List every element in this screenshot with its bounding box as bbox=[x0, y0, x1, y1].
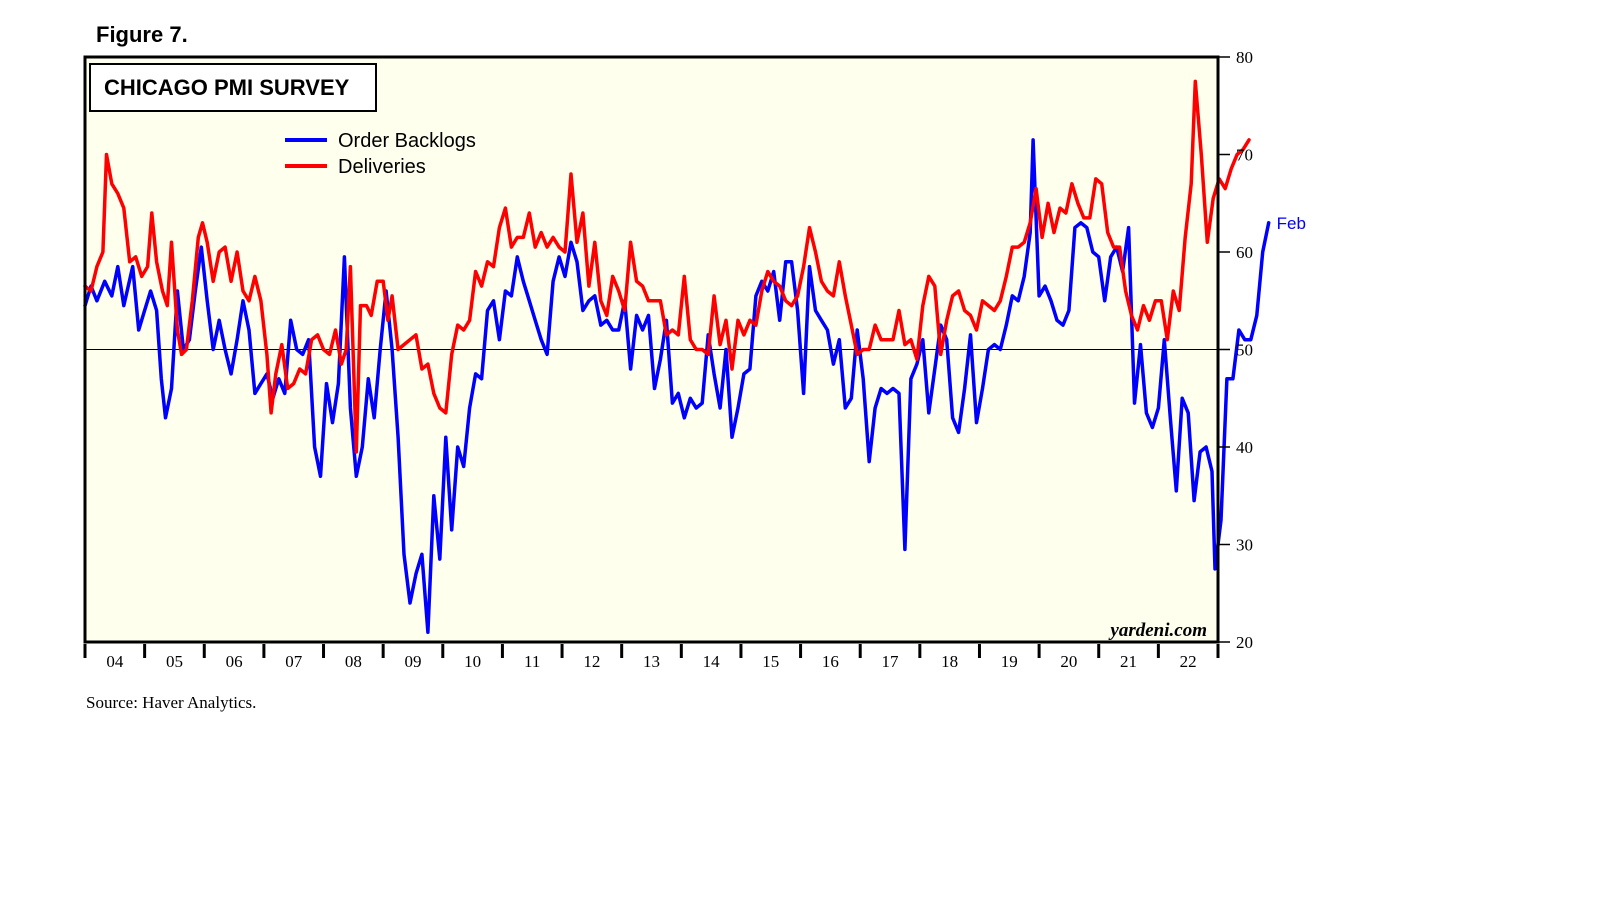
legend: Order Backlogs Deliveries bbox=[285, 130, 476, 178]
figure-label: Figure 7. bbox=[96, 22, 188, 47]
chart-title-box: CHICAGO PMI SURVEY bbox=[89, 63, 377, 112]
x-tick-label: 05 bbox=[166, 652, 183, 671]
x-tick-label: 19 bbox=[1001, 652, 1018, 671]
series-line-deliveries bbox=[83, 79, 1251, 454]
legend-label-deliveries: Deliveries bbox=[338, 156, 426, 178]
y-tick-label: 70 bbox=[1236, 146, 1253, 165]
x-tick-label: 09 bbox=[404, 652, 421, 671]
y-tick-label: 40 bbox=[1236, 438, 1253, 457]
x-tick-label: 10 bbox=[464, 652, 481, 671]
y-tick-label: 30 bbox=[1236, 536, 1253, 555]
end-label-feb: Feb bbox=[1277, 214, 1306, 233]
source-note: Source: Haver Analytics. bbox=[86, 693, 256, 712]
x-tick-label: 07 bbox=[285, 652, 303, 671]
y-axis: 20 30 40 50 60 70 80 bbox=[1217, 48, 1253, 652]
x-tick-label: 08 bbox=[345, 652, 362, 671]
x-tick-label: 11 bbox=[524, 652, 540, 671]
x-tick-label: 22 bbox=[1180, 652, 1197, 671]
x-tick-label: 18 bbox=[941, 652, 958, 671]
x-tick-label: 21 bbox=[1120, 652, 1137, 671]
x-tick-label: 13 bbox=[643, 652, 660, 671]
y-tick-label: 50 bbox=[1236, 341, 1253, 360]
x-tick-label: 17 bbox=[882, 652, 900, 671]
x-tick-label: 20 bbox=[1060, 652, 1077, 671]
y-tick-label: 20 bbox=[1236, 633, 1253, 652]
x-axis: 04 05 06 07 08 09 10 11 12 13 14 15 16 17 18 19 20 21 22 bbox=[83, 644, 1220, 671]
x-tick-label: 12 bbox=[583, 652, 600, 671]
y-tick-label: 60 bbox=[1236, 243, 1253, 262]
series-layer bbox=[83, 79, 1271, 635]
y-tick-label: 80 bbox=[1236, 48, 1253, 67]
x-tick-label: 14 bbox=[703, 652, 721, 671]
x-tick-label: 04 bbox=[106, 652, 124, 671]
watermark: yardeni.com bbox=[1108, 620, 1207, 641]
x-tick-label: 06 bbox=[226, 652, 243, 671]
legend-label-order-backlogs: Order Backlogs bbox=[338, 130, 476, 152]
chart-title: CHICAGO PMI SURVEY bbox=[104, 75, 350, 100]
x-tick-label: 15 bbox=[762, 652, 779, 671]
x-tick-label: 16 bbox=[822, 652, 839, 671]
